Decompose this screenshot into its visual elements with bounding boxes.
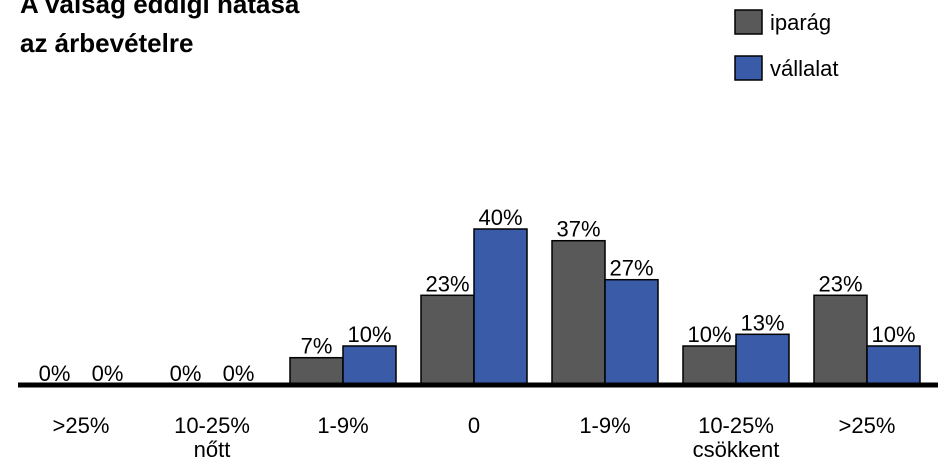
legend-label-iparag: iparág [770,10,831,35]
chart-title-line-2: az árbevételre [20,28,193,58]
category-label-0: >25% [53,413,110,438]
chart-title-line-1: A válság eddigi hatása [20,0,300,19]
chart-title: A válság eddigi hatása az árbevételre [20,0,300,58]
bar-vallalat-3 [473,228,528,386]
value-label-iparag-0: 0% [39,361,71,386]
bar-iparag-5 [682,345,737,386]
bar-vallalat-2 [342,345,397,386]
value-labels-layer: 0% 0% 0% 0% 7% 10% 23% 40% 37% 27% 10% 13% 23% 10% [39,205,916,386]
category-label-2: 1-9% [317,413,368,438]
value-label-iparag-4: 37% [556,217,600,242]
bar-iparag-3 [420,294,475,386]
value-label-vallalat-1: 0% [223,361,255,386]
category-label-3: 0 [468,413,480,438]
bars-layer [289,228,921,386]
bar-vallalat-4 [604,278,659,386]
value-label-vallalat-3: 40% [478,205,522,230]
bar-iparag-6 [813,294,868,386]
value-label-iparag-1: 0% [170,361,202,386]
group-labels-layer: nőtt csökkent [194,437,780,462]
value-label-vallalat-4: 27% [609,256,653,281]
value-label-iparag-6: 23% [818,271,862,296]
value-label-iparag-2: 7% [301,334,333,359]
legend-swatch-vallalat [734,55,763,81]
group-label-nott: nőtt [194,437,231,462]
legend: iparág vállalat [734,9,838,81]
legend-label-vallalat: vállalat [770,56,838,81]
category-label-5: 10-25% [698,413,774,438]
category-label-4: 1-9% [579,413,630,438]
bar-iparag-2 [289,356,344,386]
group-label-csokkent: csökkent [693,437,780,462]
bar-vallalat-6 [866,345,921,386]
legend-swatch-iparag [734,9,763,35]
value-label-vallalat-2: 10% [347,322,391,347]
category-label-6: >25% [839,413,896,438]
bar-vallalat-5 [735,333,790,386]
category-labels-layer: >25% 10-25% 1-9% 0 1-9% 10-25% >25% [53,413,896,438]
value-label-vallalat-0: 0% [92,361,124,386]
value-label-iparag-3: 23% [425,271,469,296]
value-label-iparag-5: 10% [687,322,731,347]
value-label-vallalat-5: 13% [740,310,784,335]
category-label-1: 10-25% [174,413,250,438]
bar-iparag-4 [551,239,606,386]
value-label-vallalat-6: 10% [871,322,915,347]
